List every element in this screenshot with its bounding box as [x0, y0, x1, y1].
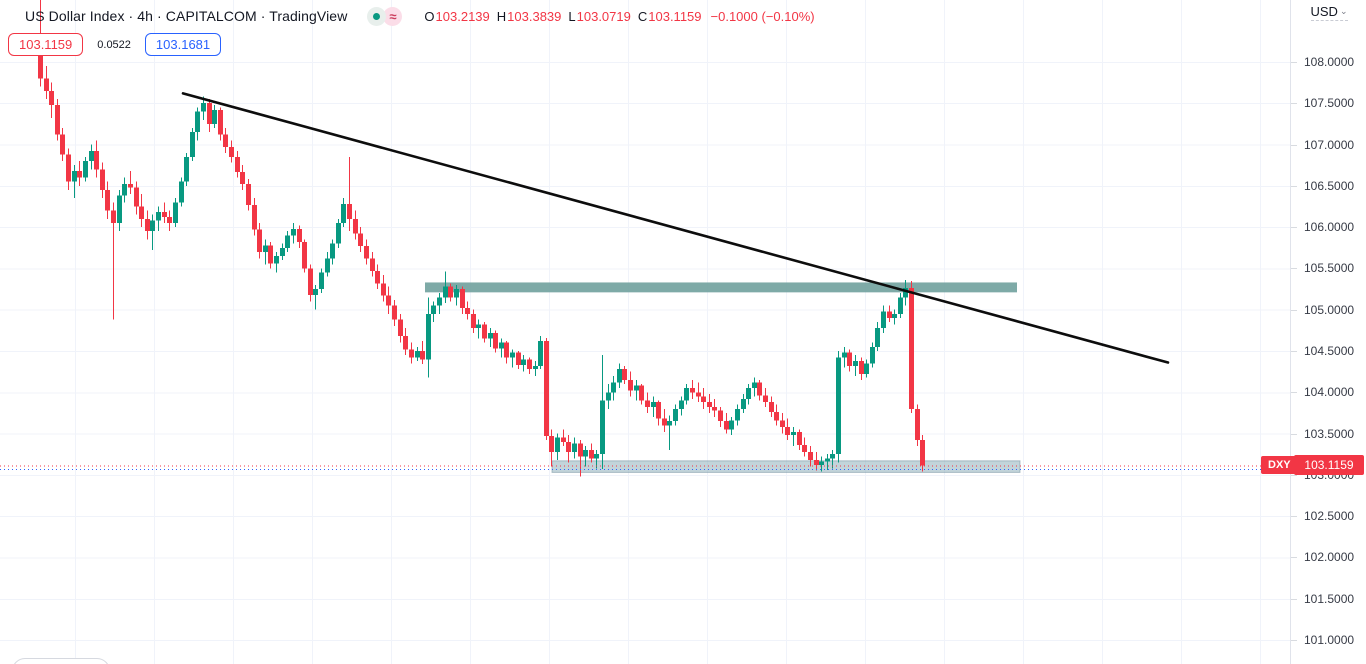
bid-ask-row: 103.1159 0.0522 103.1681 — [8, 33, 222, 56]
price-tick-label: 105.5000 — [1291, 261, 1366, 275]
price-tick-label: 104.0000 — [1291, 385, 1366, 399]
price-tick-label: 101.5000 — [1291, 592, 1366, 606]
price-tick-label: 108.0000 — [1291, 55, 1366, 69]
descending-trendline[interactable] — [181, 92, 1170, 364]
chart-legend: US Dollar Index · 4h · CAPITALCOM · Trad… — [25, 6, 815, 26]
chevron-down-icon: ⌄ — [1339, 5, 1348, 16]
price-tick-label: 102.0000 — [1291, 550, 1366, 564]
sell-price-button[interactable]: 103.1159 — [8, 33, 84, 56]
price-tick-label: 106.5000 — [1291, 179, 1366, 193]
price-axis[interactable]: USD ⌄ 108.0000 107.5000 107.0000 106.5000 106… — [1290, 0, 1366, 664]
price-tick-label: 106.0000 — [1291, 220, 1366, 234]
approx-values-icon[interactable]: ≈ — [383, 6, 403, 26]
status-capsule: ≈ — [367, 6, 403, 26]
close-label: C — [637, 8, 648, 24]
symbol-title[interactable]: US Dollar Index · 4h · CAPITALCOM · Trad… — [25, 8, 348, 24]
low-label: L — [568, 8, 576, 24]
change-value: −0.1000 (−0.10%) — [710, 8, 815, 24]
market-status-icon[interactable] — [367, 6, 387, 26]
high-label: H — [496, 8, 507, 24]
high-value: 103.3839 — [507, 8, 562, 24]
grid — [0, 0, 1290, 664]
spread-value: 0.0522 — [97, 38, 131, 51]
timeframe-toolbar[interactable] — [12, 658, 110, 664]
open-label: O — [424, 8, 435, 24]
symbol-price-flag: DXY — [1261, 456, 1298, 475]
price-tick-label: 101.0000 — [1291, 633, 1366, 647]
price-tick-label: 102.5000 — [1291, 509, 1366, 523]
price-tick-label: 104.5000 — [1291, 344, 1366, 358]
currency-dropdown[interactable]: USD ⌄ — [1291, 0, 1366, 24]
open-value: 103.2139 — [435, 8, 490, 24]
price-tick-label: 105.0000 — [1291, 303, 1366, 317]
price-tick-label: 107.5000 — [1291, 96, 1366, 110]
demand-zone[interactable] — [551, 460, 1021, 473]
buy-price-button[interactable]: 103.1681 — [144, 33, 222, 56]
low-value: 103.0719 — [576, 8, 631, 24]
close-value: 103.1159 — [648, 8, 702, 24]
price-tick-label: 103.5000 — [1291, 427, 1366, 441]
green-dot-icon — [373, 12, 381, 20]
currency-label: USD — [1310, 3, 1338, 19]
candlestick-chart[interactable] — [0, 0, 1290, 664]
candles — [38, 0, 925, 477]
last-price-tag: 103.1159 — [1294, 455, 1364, 476]
supply-zone[interactable] — [425, 282, 1017, 293]
ohlc-readout: O 103.2139 H 103.3839 L 103.0719 C 103.1159 … — [424, 9, 814, 24]
price-tick-label: 107.0000 — [1291, 138, 1366, 152]
